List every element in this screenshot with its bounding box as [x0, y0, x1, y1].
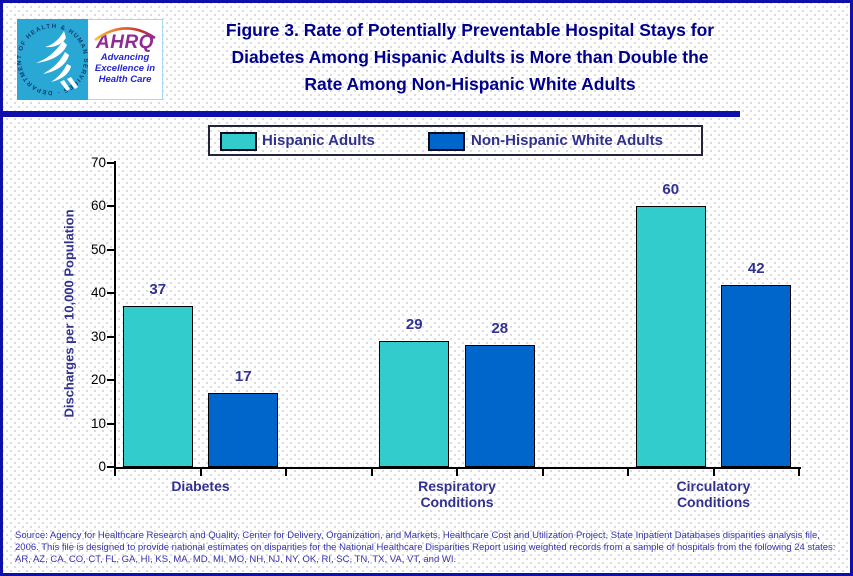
- bar-value-label-respiratory-conditions-non-hispanic-white-adults: 28: [491, 320, 509, 338]
- bar-circulatory-conditions-non-hispanic-white-adults: [721, 284, 792, 467]
- x-axis-tick: [285, 467, 287, 476]
- y-axis-tick: [107, 422, 115, 425]
- y-axis-tick: [107, 379, 115, 382]
- figure-title: Figure 3. Rate of Potentially Preventabl…: [165, 17, 775, 98]
- plot-area: Discharges per 10,000 Population 0 10 20 30…: [3, 3, 850, 573]
- figure-title-line1: Figure 3. Rate of Potentially Preventabl…: [225, 20, 715, 40]
- x-axis-tick: [627, 467, 629, 476]
- y-axis-tick-label: 50: [90, 241, 106, 257]
- y-axis-tick-label: 30: [90, 328, 106, 344]
- agency-logo: DEPARTMENT OF HEALTH & HUMAN SERVICES · …: [17, 19, 163, 100]
- legend-label-nonhispanic-white: Non-Hispanic White Adults: [471, 132, 663, 149]
- hhs-eagle-icon: DEPARTMENT OF HEALTH & HUMAN SERVICES · …: [17, 19, 88, 96]
- y-axis-tick: [107, 205, 115, 208]
- x-axis-tick: [456, 467, 458, 476]
- y-axis-tick-label: 60: [90, 198, 106, 214]
- x-axis-tick: [798, 467, 800, 476]
- bar-diabetes-hispanic-adults: [122, 306, 193, 467]
- ahrq-tagline-line3: Health Care: [98, 74, 152, 85]
- bar-value-label-diabetes-non-hispanic-white-adults: 17: [234, 368, 252, 386]
- bar-value-label-circulatory-conditions-non-hispanic-white-adults: 42: [747, 259, 765, 277]
- category-label-respiratory-conditions: Respiratory Conditions: [418, 478, 496, 510]
- ahrq-acronym: AHRQ: [96, 32, 154, 53]
- category-label-diabetes: Diabetes: [171, 478, 230, 494]
- legend-swatch-nonhispanic-white: [428, 132, 465, 151]
- hhs-logo: DEPARTMENT OF HEALTH & HUMAN SERVICES · …: [17, 19, 88, 100]
- x-axis-tick: [114, 467, 116, 476]
- legend-swatch-hispanic: [220, 132, 257, 151]
- bar-circulatory-conditions-hispanic-adults: [635, 206, 706, 467]
- bar-value-label-diabetes-hispanic-adults: 37: [149, 281, 167, 299]
- x-axis-tick: [199, 467, 202, 476]
- y-axis-tick: [107, 248, 115, 251]
- y-axis-tick: [107, 162, 115, 164]
- y-axis-tick-label: 10: [90, 415, 106, 431]
- figure-title-line2: Diabetes Among Hispanic Adults is More t…: [231, 47, 709, 67]
- ahrq-tagline-line2: Excellence in: [94, 63, 156, 74]
- x-axis-tick: [712, 467, 715, 476]
- legend-label-hispanic: Hispanic Adults: [262, 132, 375, 149]
- bar-diabetes-non-hispanic-white-adults: [208, 393, 279, 467]
- source-note: Source: Agency for Healthcare Research a…: [15, 530, 836, 565]
- x-axis-tick: [370, 467, 373, 476]
- bar-respiratory-conditions-hispanic-adults: [379, 341, 450, 467]
- y-axis-tick: [107, 466, 115, 468]
- header-separator-rule: [3, 111, 740, 117]
- y-axis-tick-label: 70: [90, 155, 106, 170]
- y-axis-tick-label: 0: [98, 459, 106, 474]
- category-label-circulatory-conditions: Circulatory Conditions: [676, 478, 751, 510]
- y-axis-tick-label: 40: [90, 285, 106, 301]
- y-axis-line: [114, 161, 116, 469]
- chart-legend: Hispanic Adults Non-Hispanic White Adult…: [208, 125, 703, 156]
- y-axis-tick-label: 20: [90, 372, 106, 388]
- bar-value-label-circulatory-conditions-hispanic-adults: 60: [662, 181, 680, 199]
- bar-value-label-respiratory-conditions-hispanic-adults: 29: [405, 316, 423, 334]
- y-axis-tick: [107, 335, 115, 338]
- figure-title-line3: Rate Among Non-Hispanic White Adults: [304, 74, 636, 94]
- ahrq-logo: AHRQ Advancing Excellence in Health Care: [88, 19, 163, 100]
- y-axis-tick: [107, 292, 115, 295]
- ahrq-tagline-line1: Advancing: [100, 52, 150, 63]
- bar-respiratory-conditions-non-hispanic-white-adults: [464, 345, 535, 467]
- rainbow-arc-icon: [94, 27, 156, 42]
- x-axis-tick: [541, 467, 544, 476]
